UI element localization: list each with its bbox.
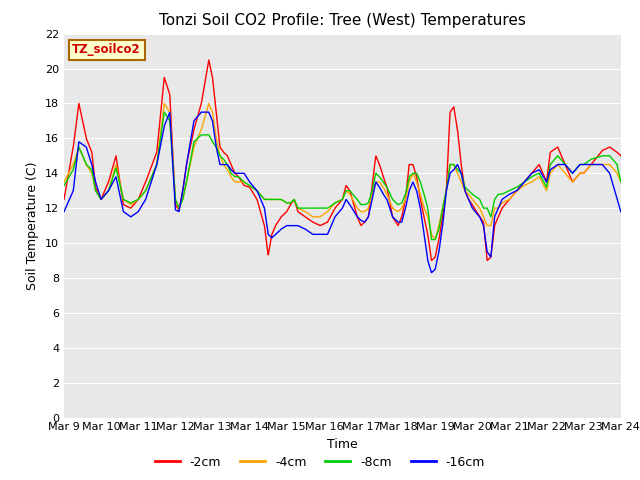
-16cm — [617, 209, 625, 215]
-4cm — [298, 207, 306, 213]
-16cm — [124, 212, 131, 217]
-2cm — [157, 111, 164, 117]
-16cm — [547, 167, 554, 173]
-8cm — [60, 182, 68, 188]
X-axis label: Time: Time — [327, 438, 358, 451]
-2cm — [274, 219, 282, 225]
-4cm — [431, 237, 439, 242]
Line: -16cm: -16cm — [64, 112, 621, 273]
-2cm — [428, 257, 435, 263]
-8cm — [428, 237, 435, 242]
Line: -8cm: -8cm — [64, 112, 621, 240]
-8cm — [161, 109, 168, 115]
-4cm — [161, 101, 168, 107]
-8cm — [606, 154, 614, 159]
-4cm — [606, 162, 614, 168]
-4cm — [124, 199, 131, 205]
-4cm — [617, 179, 625, 185]
-4cm — [274, 196, 282, 202]
Title: Tonzi Soil CO2 Profile: Tree (West) Temperatures: Tonzi Soil CO2 Profile: Tree (West) Temp… — [159, 13, 526, 28]
-8cm — [547, 162, 554, 168]
-16cm — [298, 225, 306, 230]
-2cm — [606, 144, 614, 150]
-8cm — [124, 198, 131, 204]
-8cm — [298, 205, 306, 211]
-4cm — [547, 170, 554, 176]
-4cm — [60, 179, 68, 185]
Line: -2cm: -2cm — [64, 60, 621, 260]
Legend: -2cm, -4cm, -8cm, -16cm: -2cm, -4cm, -8cm, -16cm — [150, 451, 490, 474]
Text: TZ_soilco2: TZ_soilco2 — [72, 43, 141, 56]
-2cm — [60, 196, 68, 202]
-2cm — [124, 204, 131, 209]
-16cm — [157, 142, 164, 148]
-8cm — [274, 196, 282, 202]
-2cm — [205, 57, 212, 63]
-16cm — [198, 109, 205, 115]
-8cm — [617, 179, 625, 185]
-16cm — [60, 209, 68, 215]
-16cm — [428, 270, 435, 276]
-16cm — [606, 172, 614, 178]
-16cm — [274, 229, 282, 235]
-8cm — [157, 135, 164, 141]
-2cm — [547, 150, 554, 156]
-2cm — [298, 212, 306, 217]
-2cm — [617, 153, 625, 159]
-4cm — [157, 131, 164, 137]
Y-axis label: Soil Temperature (C): Soil Temperature (C) — [26, 161, 39, 290]
Line: -4cm: -4cm — [64, 104, 621, 240]
